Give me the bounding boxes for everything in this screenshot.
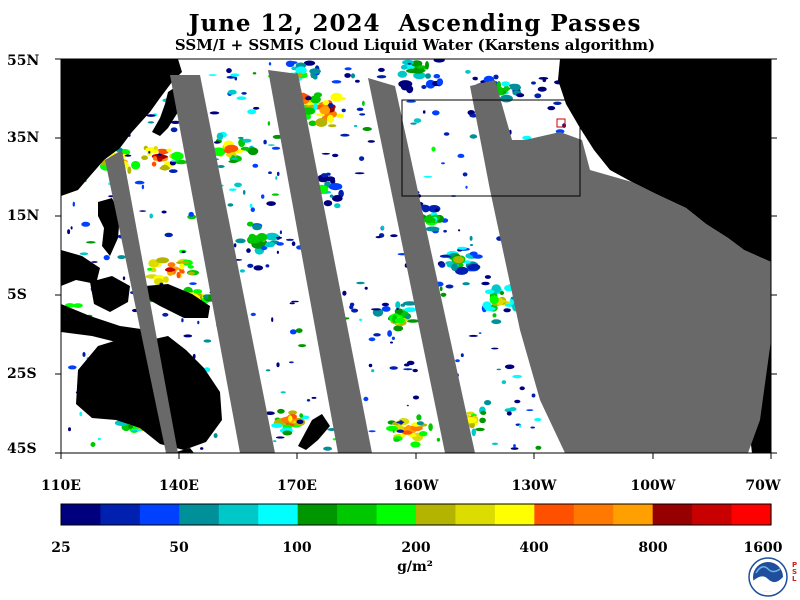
analysis-region-box (401, 99, 581, 197)
lon-ticks (60, 453, 772, 459)
lat-label-35n: 35N (7, 130, 40, 146)
colorbar-label-400: 400 (519, 540, 549, 556)
gap-swath-4 (368, 78, 475, 453)
land-new-guinea (145, 284, 210, 318)
gap-swath-2 (170, 75, 275, 453)
page-subtitle: SSM/I + SSMIS Cloud Liquid Water (Karste… (174, 36, 656, 54)
lat-label-25s: 25S (7, 366, 37, 382)
colorbar-swatch (455, 504, 496, 525)
lon-label-160w: 160W (393, 478, 439, 494)
colorbar-label-1600: 1600 (743, 540, 783, 556)
land-indochina (61, 250, 100, 286)
lon-label-110e: 110E (41, 478, 81, 494)
gap-swath-1 (105, 150, 178, 453)
colorbar-swatch (692, 504, 733, 525)
lat-label-15n: 15N (7, 208, 40, 224)
page-title: June 12, 2024 Ascending Passes (188, 10, 642, 37)
colorbar-swatch (179, 504, 220, 525)
land-asia (61, 59, 182, 196)
lon-label-140e: 140E (159, 478, 199, 494)
land-philippines (98, 198, 120, 256)
colorbar-swatch (731, 504, 772, 525)
land-australia (76, 336, 222, 450)
noaa-logo-icon (748, 557, 788, 597)
land-new-zealand (298, 414, 330, 450)
land-borneo (90, 276, 130, 312)
land-tasmania (176, 448, 194, 453)
colorbar (61, 504, 772, 525)
lat-label-55n: 55N (7, 53, 40, 69)
lon-label-70w: 70W (745, 478, 781, 494)
colorbar-swatch (534, 504, 575, 525)
lat-label-5s: 5S (7, 287, 27, 303)
land-cuba (712, 172, 760, 184)
lon-label-170e: 170E (277, 478, 317, 494)
gap-swath-3 (268, 70, 372, 453)
colorbar-swatch (494, 504, 535, 525)
colorbar-swatch (258, 504, 299, 525)
colorbar-swatch (61, 504, 102, 525)
colorbar-swatch (337, 504, 378, 525)
colorbar-swatch (613, 504, 654, 525)
lat-ticks (55, 58, 777, 454)
colorbar-label-100: 100 (282, 540, 312, 556)
colorbar-label-50: 50 (169, 540, 189, 556)
colorbar-swatch (297, 504, 338, 525)
small-region-box (556, 118, 566, 128)
colorbar-label-800: 800 (638, 540, 668, 556)
colorbar-swatch (100, 504, 141, 525)
colorbar-swatch (416, 504, 457, 525)
colorbar-frame (60, 503, 772, 526)
colorbar-swatch (573, 504, 614, 525)
colorbar-swatch (652, 504, 693, 525)
no-data-swath-gaps (105, 70, 771, 453)
colorbar-swatch (376, 504, 417, 525)
lat-label-45s: 45S (7, 441, 37, 457)
colorbar-swatch (139, 504, 180, 525)
colorbar-swatch (218, 504, 259, 525)
colorbar-label-200: 200 (401, 540, 431, 556)
lon-label-130w: 130W (511, 478, 557, 494)
land-north-america (558, 59, 771, 262)
colorbar-label-25: 25 (51, 540, 71, 556)
colorbar-units: g/m² (397, 559, 433, 575)
gap-east-pacific (470, 80, 771, 453)
land-indonesia (61, 304, 152, 344)
lon-label-100w: 100W (630, 478, 676, 494)
